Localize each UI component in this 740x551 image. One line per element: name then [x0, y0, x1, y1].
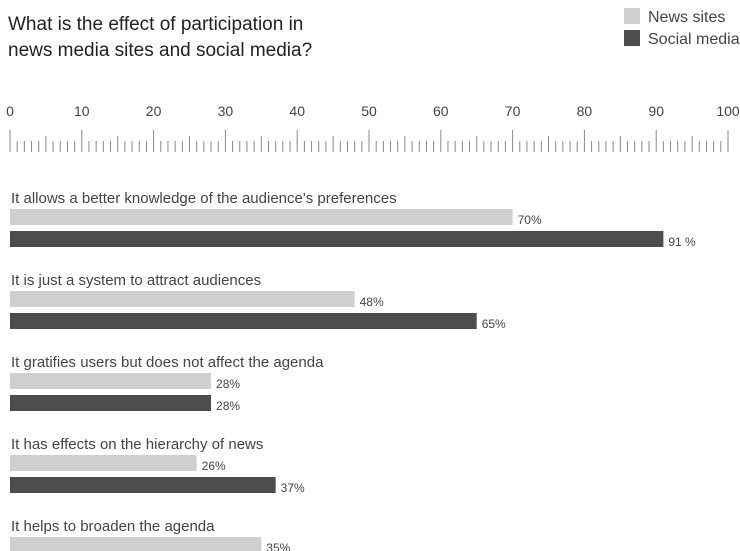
bar-social-media [10, 395, 212, 411]
chart-title: What is the effect of participation in n… [8, 14, 312, 61]
bar-news-sites [10, 537, 262, 551]
bar-news-sites [10, 291, 355, 307]
bar-social-media [10, 231, 664, 247]
bar-social-media [10, 477, 276, 493]
x-tick-label-0: 0 [6, 103, 14, 119]
x-tick-label-20: 20 [146, 103, 162, 119]
bars: It allows a better knowledge of the audi… [10, 190, 696, 551]
data-label: 91 % [668, 235, 696, 249]
x-tick-label-50: 50 [361, 103, 377, 119]
data-label: 28% [216, 399, 240, 413]
legend-swatch-news-sites [624, 8, 640, 24]
x-tick-label-90: 90 [648, 103, 664, 119]
chart-title-line-1: What is the effect of participation in [8, 14, 303, 35]
data-label: 65% [482, 317, 506, 331]
category-label: It helps to broaden the agenda [11, 518, 215, 535]
x-tick-label-70: 70 [505, 103, 521, 119]
x-tick-label-60: 60 [433, 103, 449, 119]
bar-news-sites [10, 455, 197, 471]
legend-label-news-sites: News sites [648, 9, 725, 26]
category-label: It gratifies users but does not affect t… [11, 354, 324, 371]
category-label: It has effects on the hierarchy of news [11, 436, 263, 453]
legend-swatch-social-media [624, 30, 640, 46]
x-axis-ruler: 0 10 20 30 40 50 60 70 80 90 100 [6, 103, 740, 152]
chart-title-line-2: news media sites and social media? [8, 40, 312, 61]
data-label: 70% [518, 213, 542, 227]
category-label: It allows a better knowledge of the audi… [11, 190, 397, 207]
bar-news-sites [10, 209, 513, 225]
x-tick-label-100: 100 [716, 103, 740, 119]
data-label: 37% [281, 481, 305, 495]
bar-news-sites [10, 373, 212, 389]
data-label: 26% [202, 459, 226, 473]
category-label: It is just a system to attract audiences [11, 272, 261, 289]
data-label: 35% [266, 541, 290, 551]
x-tick-label-10: 10 [74, 103, 90, 119]
x-tick-label-30: 30 [218, 103, 234, 119]
bar-social-media [10, 313, 477, 329]
data-label: 28% [216, 377, 240, 391]
x-tick-label-40: 40 [289, 103, 305, 119]
data-label: 48% [360, 295, 384, 309]
legend-label-social-media: Social media [648, 31, 740, 48]
x-tick-label-80: 80 [577, 103, 593, 119]
legend: News sites Social media [624, 8, 740, 48]
